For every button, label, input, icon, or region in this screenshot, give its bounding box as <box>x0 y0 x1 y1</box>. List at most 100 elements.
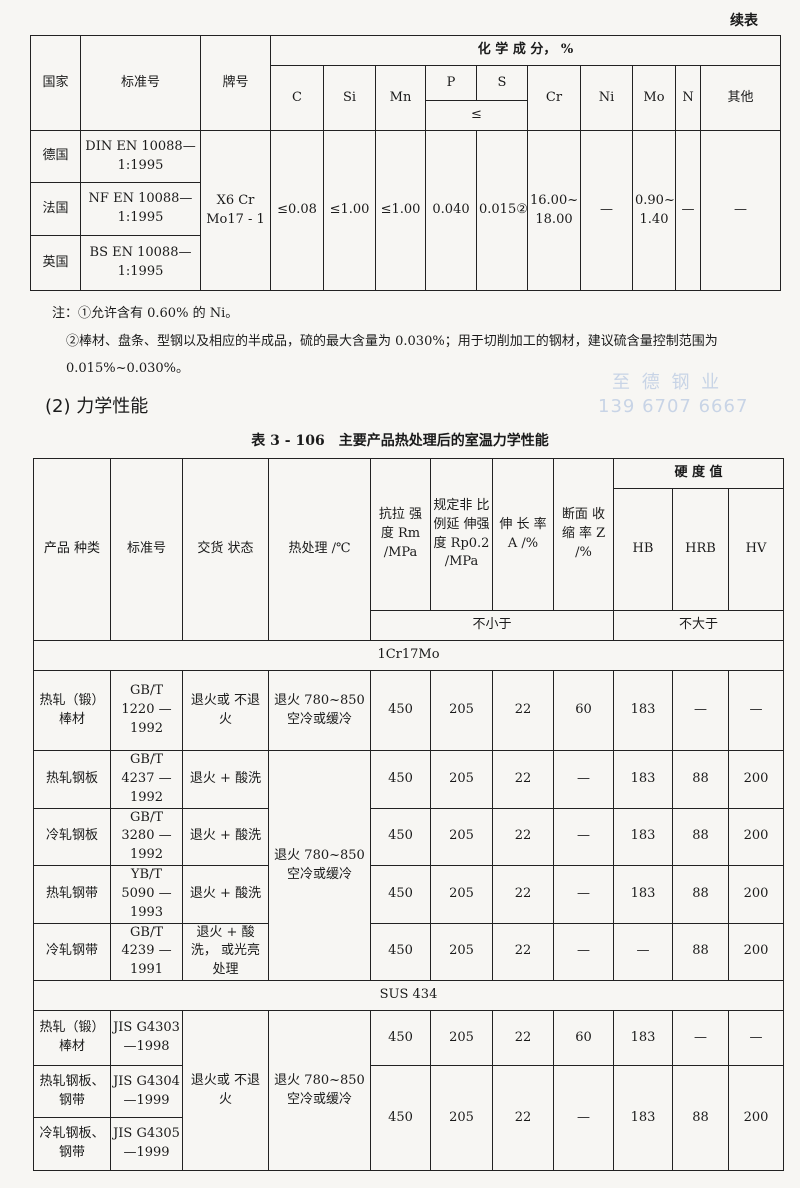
hrb-value: 88 <box>672 750 729 809</box>
delivery: 退火 + 酸洗 <box>182 807 269 867</box>
grade-row: 1Cr17Mo <box>33 640 784 671</box>
hrb-value: 88 <box>672 1065 729 1172</box>
delivery: 退火 + 酸洗 <box>182 865 269 924</box>
mn-value: ≤1.00 <box>375 130 426 291</box>
header-a: 伸 长 率 A /% <box>492 458 554 611</box>
header-min: 不小于 <box>370 610 614 641</box>
country: 德国 <box>30 130 81 183</box>
continued-label: 续表 <box>730 13 758 29</box>
header-ni: Ni <box>580 65 633 131</box>
rm-value: 450 <box>370 1010 431 1067</box>
hrb-value: 88 <box>672 922 729 982</box>
hb-value: 183 <box>613 1065 673 1172</box>
header-chem: 化 学 成 分， % <box>270 35 781 66</box>
header-rm: 抗拉 强度 Rm /MPa <box>370 458 431 611</box>
header-standard: 标准号 <box>80 35 201 131</box>
table-row: 冷轧钢板、钢带 JIS G4305—1999 <box>33 1117 784 1172</box>
hv-value: 200 <box>728 922 784 982</box>
hv-value: 200 <box>728 865 784 924</box>
product: 热轧钢板、钢带 <box>33 1065 111 1119</box>
rp-value: 205 <box>430 1065 493 1172</box>
si-value: ≤1.00 <box>323 130 376 291</box>
hrb-value: — <box>672 1010 729 1067</box>
country: 英国 <box>30 235 81 291</box>
table-row: 冷轧钢板 GB/T 3280 —1992 退火 + 酸洗 450 205 22—183 88… <box>33 807 784 867</box>
delivery: 退火 + 酸洗， 或光亮处理 <box>182 922 269 982</box>
a-value: 22 <box>492 1065 554 1172</box>
heat-treatment: 退火 780~850 空冷或缓冷 <box>268 670 371 751</box>
other-value: — <box>700 130 781 291</box>
header-hv: HV <box>728 488 784 611</box>
header-s: S <box>476 65 528 101</box>
z-value: — <box>553 1065 614 1172</box>
header-z: 断面 收缩 率 Z /% <box>553 458 614 611</box>
s-value: 0.015② <box>476 130 528 291</box>
table-row: 热轧（锻）棒材 GB/T 1220 —1992 退火或 不退火 退火 780~850 … <box>33 670 784 751</box>
header-cr: Cr <box>527 65 581 131</box>
note-2-cont: 0.015%~0.030%。 <box>66 361 190 376</box>
note-2: ②棒材、盘条、型钢以及相应的半成品，硫的最大含量为 0.030%；用于切削加工的… <box>66 334 718 349</box>
table-row: 热轧钢带 YB/T 5090 —1993 退火 + 酸洗 450 205 22—183 88… <box>33 865 784 924</box>
z-value: — <box>553 865 614 924</box>
hrb-value: 88 <box>672 865 729 924</box>
hb-value: 183 <box>613 750 673 809</box>
standard: GB/T 3280 —1992 <box>110 807 183 867</box>
hrb-value: — <box>672 670 729 751</box>
ni-value: — <box>580 130 633 291</box>
mechanical-properties-table: 产品 种类 标准号 交货 状态 热处理 /℃ 抗拉 强度 Rm /MPa 规定非 比例延 … <box>33 458 784 1172</box>
a-value: 22 <box>492 922 554 982</box>
header-si: Si <box>323 65 376 131</box>
standard: JIS G4305—1999 <box>110 1117 183 1172</box>
chemical-composition-table: 国家 标准号 牌号化 学 成 分， % C Si Mn P S Cr Ni Mo N 其他 ≤ 德国 D… <box>30 35 781 291</box>
header-other: 其他 <box>700 65 781 131</box>
standard: NF EN 10088—1:1995 <box>80 182 201 236</box>
hb-value: 183 <box>613 807 673 867</box>
rp-value: 205 <box>430 922 493 982</box>
header-standard: 标准号 <box>110 458 183 641</box>
header-n: N <box>675 65 701 131</box>
header-delivery: 交货 状态 <box>182 458 269 641</box>
rm-value: 450 <box>370 865 431 924</box>
z-value: 60 <box>553 1010 614 1067</box>
note-1: 注：①允许含有 0.60% 的 Ni。 <box>52 306 239 321</box>
delivery: 退火或 不退火 <box>182 1010 269 1172</box>
table-row: 热轧钢板 GB/T 4237 —1992 退火 + 酸洗 退火 780~850 空冷或… <box>33 749 784 982</box>
z-value: — <box>553 922 614 982</box>
z-value: — <box>553 750 614 809</box>
standard: GB/T 1220 —1992 <box>110 670 183 751</box>
hv-value: — <box>728 670 784 751</box>
hb-value: 183 <box>613 865 673 924</box>
cr-value: 16.00~ 18.00 <box>527 130 581 291</box>
standard: BS EN 10088—1:1995 <box>80 235 201 291</box>
n-value: — <box>675 130 701 291</box>
standard: YB/T 5090 —1993 <box>110 865 183 924</box>
product: 冷轧钢板 <box>33 807 111 867</box>
grade: X6 Cr Mo17 - 1 <box>200 130 271 291</box>
header-product: 产品 种类 <box>33 458 111 641</box>
rm-value: 450 <box>370 750 431 809</box>
rm-value: 450 <box>370 1065 431 1172</box>
mo-value: 0.90~ 1.40 <box>632 130 676 291</box>
watermark-phone: 139 6707 6667 <box>598 396 749 417</box>
header-grade: 牌号 <box>200 35 271 131</box>
hv-value: 200 <box>728 807 784 867</box>
header-p: P <box>425 65 477 101</box>
header-c: C <box>270 65 324 131</box>
standard: GB/T 4237 —1992 <box>110 750 183 809</box>
header-mn: Mn <box>375 65 426 131</box>
watermark-name: 至 德 钢 业 <box>612 372 723 393</box>
hb-value: 183 <box>613 670 673 751</box>
product: 热轧钢带 <box>33 865 111 924</box>
table-row: 冷轧钢带 GB/T 4239 —1991 退火 + 酸洗， 或光亮处理 450 205 2… <box>33 922 784 982</box>
a-value: 22 <box>492 670 554 751</box>
standard: GB/T 4239 —1991 <box>110 922 183 982</box>
table-row: 热轧（锻）棒材 JIS G4303—1998 退火或 不退火 退火 780~850 空… <box>33 1010 784 1172</box>
z-value: — <box>553 807 614 867</box>
rp-value: 205 <box>430 1010 493 1067</box>
header-rp: 规定非 比例延 伸强度 Rp0.2 /MPa <box>430 458 493 611</box>
product: 热轧钢板 <box>33 750 111 809</box>
hb-value: — <box>613 922 673 982</box>
standard: JIS G4304—1999 <box>110 1065 183 1119</box>
hv-value: — <box>728 1010 784 1067</box>
rp-value: 205 <box>430 750 493 809</box>
